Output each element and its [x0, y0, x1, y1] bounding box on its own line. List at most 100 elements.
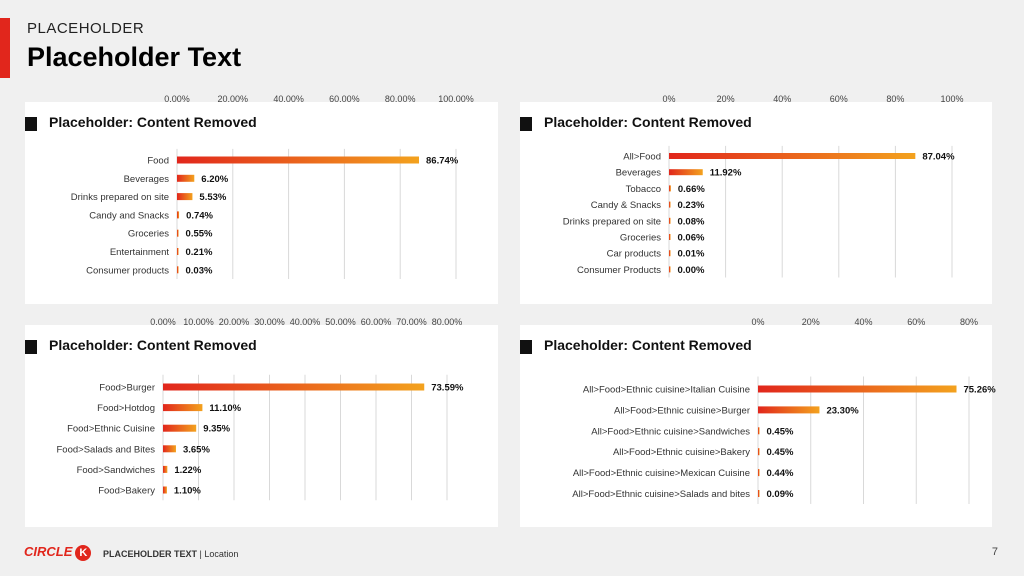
category-label: Food>Ethnic Cuisine — [67, 424, 155, 435]
bar — [177, 193, 193, 201]
bar-chart-1: 0.00% 20.00% 40.00% 60.00% 80.00% 100.00% Food… — [71, 94, 474, 279]
bar — [163, 424, 197, 432]
x-tick-label: 40.00% — [273, 94, 304, 104]
category-label: All>Food — [623, 152, 661, 163]
data-label: 0.74% — [186, 210, 213, 221]
chart-panel-4: Placeholder: Content Removed 0% 20% 40% 60%… — [520, 317, 996, 527]
bar — [669, 185, 671, 192]
x-tick-label: 60.00% — [361, 317, 392, 327]
data-label: 0.03% — [186, 265, 213, 276]
page-supertitle: PLACEHOLDER — [27, 20, 145, 37]
footer-title: PLACEHOLDER TEXT — [103, 549, 198, 559]
category-label: Candy and Snacks — [89, 210, 169, 221]
chart-panel-2: Placeholder: Content Removed 0% 20% 40% 60%… — [520, 94, 992, 304]
accent-bar — [0, 18, 10, 78]
category-label: All>Food>Ethnic cuisine>Sandwiches — [591, 426, 750, 437]
data-label: 3.65% — [183, 444, 210, 455]
x-tick-label: 40% — [854, 317, 872, 327]
chart-title: Placeholder: Content Removed — [544, 114, 752, 130]
panel-marker-square — [25, 117, 37, 131]
data-label: 0.21% — [186, 247, 213, 258]
category-label: Food>Bakery — [98, 486, 155, 497]
bar — [163, 465, 168, 473]
brand-name: CIRCLE — [24, 544, 73, 559]
data-label: 0.23% — [678, 200, 705, 211]
data-label: 0.45% — [767, 447, 794, 458]
data-label: 73.59% — [431, 383, 464, 394]
category-label: Candy & Snacks — [591, 200, 661, 211]
category-label: Food>Burger — [99, 383, 155, 394]
data-label: 5.53% — [199, 192, 226, 203]
x-tick-label: 50.00% — [325, 317, 356, 327]
x-tick-label: 10.00% — [183, 317, 214, 327]
x-tick-label: 20% — [717, 94, 735, 104]
category-label: Groceries — [620, 233, 661, 244]
category-label: Food>Sandwiches — [77, 465, 156, 476]
chart-panel-1: Placeholder: Content Removed 0.00% 20.00%… — [25, 94, 498, 304]
data-label: 1.10% — [174, 486, 201, 497]
category-label: Consumer Products — [577, 265, 661, 276]
bar — [758, 427, 760, 435]
x-tick-label: 20.00% — [218, 94, 249, 104]
data-label: 86.74% — [426, 156, 459, 167]
x-tick-label: 100.00% — [438, 94, 474, 104]
bar — [163, 445, 176, 453]
bar-chart-4: 0% 20% 40% 60% 80% All>Food>Ethnic cuisine>It… — [572, 317, 996, 504]
x-tick-label: 80.00% — [385, 94, 416, 104]
bar-chart-3: 0.00% 10.00% 20.00% 30.00% 40.00% 50.00% 60.00… — [57, 317, 464, 501]
x-tick-label: 80% — [886, 94, 904, 104]
x-tick-label: 80.00% — [432, 317, 463, 327]
x-tick-label: 0.00% — [150, 317, 176, 327]
bar — [177, 229, 179, 237]
category-label: Entertainment — [110, 247, 170, 258]
category-label: All>Food>Ethnic cuisine>Mexican Cuisine — [573, 468, 750, 479]
panel-marker-square — [25, 340, 37, 354]
brand-logo: CIRCLE K — [24, 544, 92, 561]
panel-marker-square — [520, 340, 532, 354]
bar — [758, 385, 957, 393]
data-label: 6.20% — [201, 174, 228, 185]
x-tick-label: 20% — [802, 317, 820, 327]
bar — [669, 250, 671, 257]
category-label: Consumer products — [86, 265, 169, 276]
data-label: 0.09% — [767, 489, 794, 500]
panel-marker-square — [520, 117, 532, 131]
page-title: Placeholder Text — [27, 42, 242, 72]
footer-location: Location — [204, 549, 239, 559]
bar — [669, 234, 671, 240]
bar — [163, 404, 203, 412]
data-label: 0.45% — [767, 426, 794, 437]
data-label: 0.00% — [678, 265, 705, 276]
bar — [177, 174, 195, 182]
data-label: 23.30% — [826, 405, 859, 416]
category-label: Drinks prepared on site — [71, 192, 169, 203]
category-label: Tobacco — [626, 184, 661, 195]
data-label: 9.35% — [203, 424, 230, 435]
x-tick-label: 60% — [907, 317, 925, 327]
category-label: All>Food>Ethnic cuisine>Salads and bites — [572, 489, 750, 500]
bar — [163, 383, 425, 391]
data-label: 0.55% — [186, 229, 213, 240]
x-tick-label: 100% — [940, 94, 963, 104]
data-label: 0.06% — [678, 233, 705, 244]
data-label: 75.26% — [963, 385, 996, 396]
data-label: 0.01% — [678, 249, 705, 260]
x-tick-label: 60.00% — [329, 94, 360, 104]
data-label: 0.08% — [678, 216, 705, 227]
category-label: All>Food>Ethnic cuisine>Burger — [614, 405, 750, 416]
page-number: 7 — [991, 546, 998, 558]
bar — [177, 248, 179, 255]
bar — [669, 201, 671, 208]
bar — [758, 406, 820, 414]
x-tick-label: 0.00% — [164, 94, 190, 104]
footer-separator: | — [199, 549, 202, 559]
data-label: 87.04% — [922, 152, 955, 163]
chart-title: Placeholder: Content Removed — [49, 114, 257, 130]
footer-text: PLACEHOLDER TEXT | Location — [103, 549, 238, 559]
bar-chart-2: 0% 20% 40% 60% 80% 100% All>Food 87.04% Beverage… — [563, 94, 964, 278]
data-label: 11.10% — [209, 403, 241, 414]
category-label: Food>Hotdog — [97, 403, 155, 414]
category-label: Groceries — [128, 229, 169, 240]
x-tick-label: 0% — [662, 94, 675, 104]
category-label: Food — [147, 156, 169, 167]
